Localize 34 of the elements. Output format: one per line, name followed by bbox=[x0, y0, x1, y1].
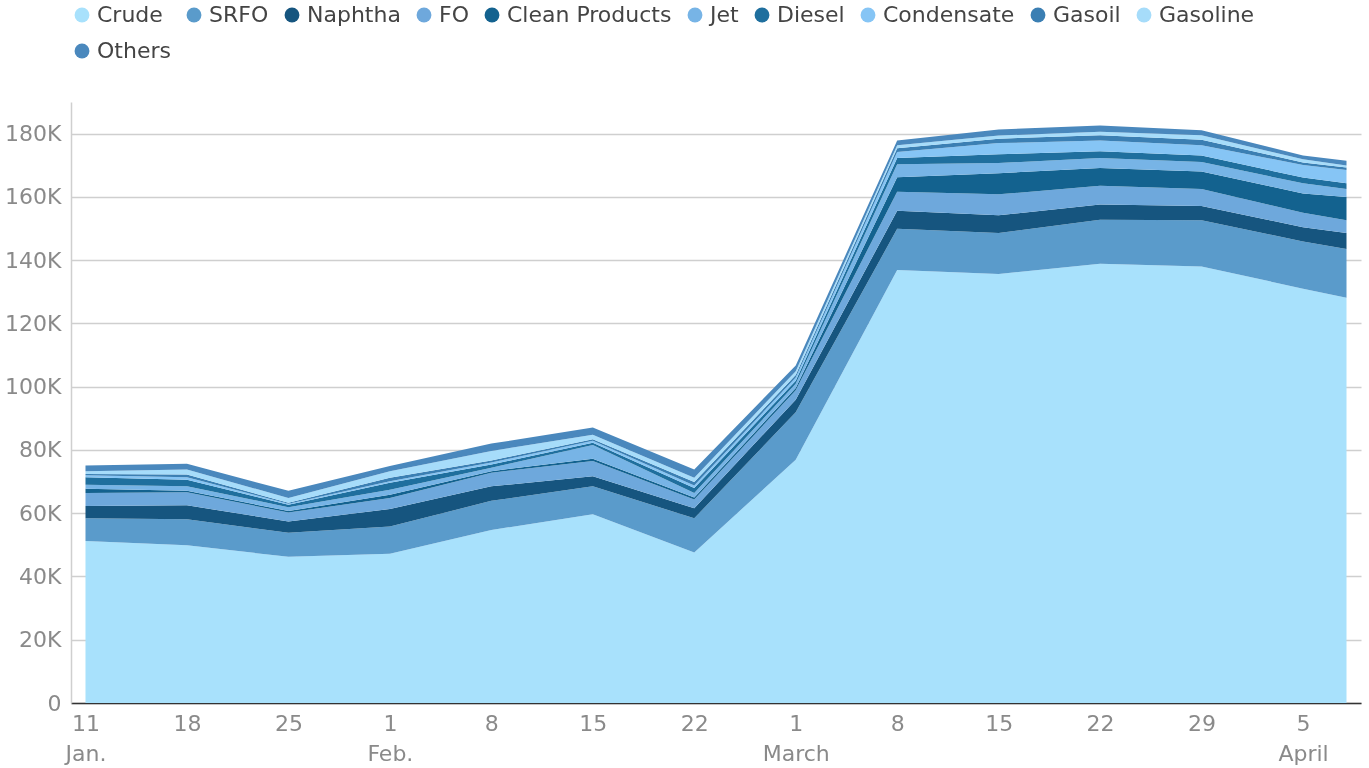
legend-label: SRFO bbox=[209, 2, 269, 27]
legend-label: Diesel bbox=[777, 2, 845, 27]
x-tick-label: 25 bbox=[274, 710, 303, 736]
x-tick-label: 15 bbox=[985, 710, 1014, 736]
x-tick-label: 8 bbox=[890, 710, 905, 736]
legend-label: Crude bbox=[97, 2, 163, 27]
y-tick-label: 0 bbox=[47, 690, 62, 716]
legend-label: Jet bbox=[708, 2, 740, 27]
x-tick-label: 22 bbox=[1086, 710, 1115, 736]
legend-label: Gasoline bbox=[1159, 2, 1255, 27]
y-tick-label: 180K bbox=[5, 121, 63, 147]
y-tick-label: 40K bbox=[19, 563, 63, 589]
y-tick-label: 140K bbox=[5, 247, 63, 273]
y-tick-label: 80K bbox=[19, 437, 63, 463]
legend-label: Naphtha bbox=[307, 2, 401, 27]
legend-label: Others bbox=[97, 38, 171, 63]
y-tick-label: 100K bbox=[5, 374, 63, 400]
legend-label: Condensate bbox=[883, 2, 1015, 27]
x-tick-label: 1 Feb. bbox=[367, 710, 414, 766]
y-tick-label: 60K bbox=[19, 500, 63, 526]
x-tick-label: 11 Jan. bbox=[63, 710, 107, 766]
y-tick-label: 120K bbox=[5, 310, 63, 336]
x-tick-label: 29 bbox=[1188, 710, 1217, 736]
x-tick-label: 18 bbox=[173, 710, 202, 736]
x-tick-label: 15 bbox=[579, 710, 608, 736]
legend-label: FO bbox=[439, 2, 469, 27]
x-tick-label: 22 bbox=[680, 710, 709, 736]
y-tick-label: 20K bbox=[19, 627, 63, 653]
x-tick-label: 5 April bbox=[1278, 710, 1329, 766]
legend-label: Gasoil bbox=[1053, 2, 1121, 27]
x-tick-label: 1 March bbox=[762, 710, 830, 766]
y-tick-label: 160K bbox=[5, 184, 63, 210]
x-tick-label: 8 bbox=[484, 710, 499, 736]
legend-label: Clean Products bbox=[507, 2, 672, 27]
